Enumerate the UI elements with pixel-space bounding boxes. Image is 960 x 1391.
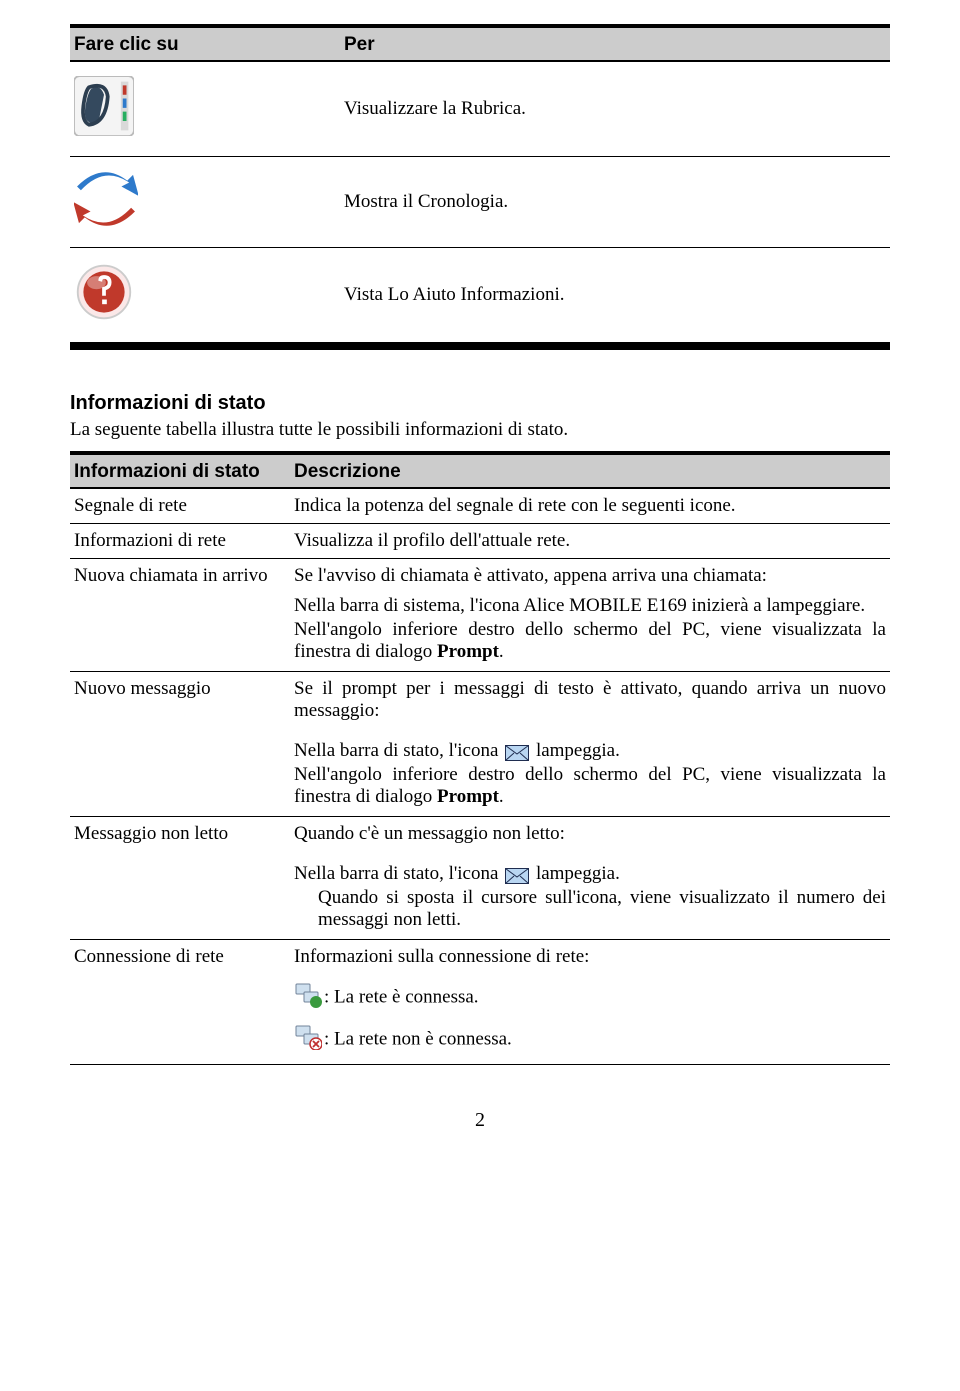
cell-label: Connessione di rete bbox=[70, 940, 290, 1065]
text-span: Nella barra di stato, l'icona bbox=[294, 740, 503, 761]
status-info-table: Informazioni di stato Descrizione Segnal… bbox=[70, 451, 890, 1065]
table-row: Visualizzare la Rubrica. bbox=[70, 61, 890, 157]
phone-icon bbox=[74, 120, 134, 141]
text-line: Se l'avviso di chiamata è attivato, appe… bbox=[294, 565, 886, 587]
text-line: : La rete è connessa. bbox=[294, 982, 886, 1014]
text-line: Nella barra di stato, l'icona lampeggia. bbox=[294, 740, 886, 762]
text-line: Nella barra di sistema, l'icona Alice MO… bbox=[294, 595, 886, 617]
cell-label: Nuova chiamata in arrivo bbox=[70, 559, 290, 672]
cell-desc: Se il prompt per i messaggi di testo è a… bbox=[290, 672, 890, 817]
mail-icon bbox=[505, 745, 529, 761]
header-status-info: Informazioni di stato bbox=[70, 453, 290, 488]
text-line: Informazioni sulla connessione di rete: bbox=[294, 946, 886, 968]
cell-label: Messaggio non letto bbox=[70, 817, 290, 940]
text-line: Quando si sposta il cursore sull'icona, … bbox=[318, 887, 886, 931]
click-actions-table: Fare clic su Per Visualizzare la Rubrica… bbox=[70, 24, 890, 346]
text-span: Nell'angolo inferiore destro dello scher… bbox=[294, 619, 886, 662]
section-intro: La seguente tabella illustra tutte le po… bbox=[70, 419, 890, 441]
text-span: . bbox=[499, 641, 504, 662]
text-line: Se il prompt per i messaggi di testo è a… bbox=[294, 678, 886, 722]
network-connected-icon bbox=[294, 982, 322, 1014]
table-row: Nuova chiamata in arrivo Se l'avviso di … bbox=[70, 559, 890, 672]
header-click-on: Fare clic su bbox=[70, 26, 340, 61]
cell-desc: Indica la potenza del segnale di rete co… bbox=[290, 488, 890, 524]
text-span: . bbox=[499, 786, 504, 807]
cell-label: Informazioni di rete bbox=[70, 524, 290, 559]
table-row: Messaggio non letto Quando c'è un messag… bbox=[70, 817, 890, 940]
table-row: Vista Lo Aiuto Informazioni. bbox=[70, 248, 890, 345]
table-row: Nuovo messaggio Se il prompt per i messa… bbox=[70, 672, 890, 817]
text-line: Quando c'è un messaggio non letto: bbox=[294, 823, 886, 845]
table-header-row: Informazioni di stato Descrizione bbox=[70, 453, 890, 488]
table-row: Informazioni di rete Visualizza il profi… bbox=[70, 524, 890, 559]
sync-arrows-icon bbox=[74, 211, 138, 232]
mail-icon bbox=[505, 868, 529, 884]
text-span: Nella barra di stato, l'icona bbox=[294, 863, 503, 884]
header-to: Per bbox=[340, 26, 890, 61]
text-line: Nella barra di stato, l'icona lampeggia. bbox=[294, 863, 886, 885]
table-header-row: Fare clic su Per bbox=[70, 26, 890, 61]
text-line: Nell'angolo inferiore destro dello scher… bbox=[294, 764, 886, 808]
cell-label: Segnale di rete bbox=[70, 488, 290, 524]
text-line: Nell'angolo inferiore destro dello scher… bbox=[294, 619, 886, 663]
text-span: lampeggia. bbox=[531, 863, 620, 884]
row-desc: Mostra il Cronologia. bbox=[340, 157, 890, 248]
table-row: Mostra il Cronologia. bbox=[70, 157, 890, 248]
table-row: Segnale di rete Indica la potenza del se… bbox=[70, 488, 890, 524]
cell-desc: Se l'avviso di chiamata è attivato, appe… bbox=[290, 559, 890, 672]
row-desc: Visualizzare la Rubrica. bbox=[340, 61, 890, 157]
bold-span: Prompt bbox=[437, 786, 499, 807]
cell-desc: Quando c'è un messaggio non letto: Nella… bbox=[290, 817, 890, 940]
table-row: Connessione di rete Informazioni sulla c… bbox=[70, 940, 890, 1065]
cell-label: Nuovo messaggio bbox=[70, 672, 290, 817]
help-icon bbox=[74, 306, 134, 327]
section-title: Informazioni di stato bbox=[70, 392, 890, 415]
text-span: : La rete è connessa. bbox=[324, 986, 479, 1007]
cell-desc: Visualizza il profilo dell'attuale rete. bbox=[290, 524, 890, 559]
text-span: Nell'angolo inferiore destro dello scher… bbox=[294, 764, 886, 807]
page-number: 2 bbox=[70, 1109, 890, 1132]
network-disconnected-icon bbox=[294, 1024, 322, 1056]
text-span: lampeggia. bbox=[531, 740, 620, 761]
text-span: : La rete non è connessa. bbox=[324, 1028, 512, 1049]
cell-desc: Informazioni sulla connessione di rete: … bbox=[290, 940, 890, 1065]
text-line: : La rete non è connessa. bbox=[294, 1024, 886, 1056]
row-desc: Vista Lo Aiuto Informazioni. bbox=[340, 248, 890, 345]
bold-span: Prompt bbox=[437, 641, 499, 662]
header-description: Descrizione bbox=[290, 453, 890, 488]
